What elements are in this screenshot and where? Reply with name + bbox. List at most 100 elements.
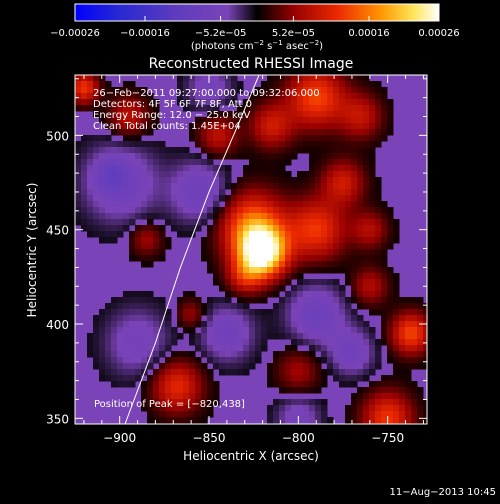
map-cell [213, 141, 220, 148]
map-cell [165, 183, 172, 190]
map-cell [339, 93, 346, 100]
map-cell [159, 249, 166, 256]
map-cell [237, 183, 244, 190]
map-cell [159, 159, 166, 166]
map-cell [177, 363, 184, 370]
map-cell [267, 255, 274, 262]
map-cell [231, 123, 238, 130]
map-cell [81, 147, 88, 154]
map-cell [237, 267, 244, 274]
map-cell [147, 333, 154, 340]
map-cell [291, 405, 298, 412]
map-cell [291, 261, 298, 268]
map-cell [153, 111, 160, 118]
map-cell [291, 129, 298, 136]
chart-title: Reconstructed RHESSI Image [149, 56, 354, 72]
map-cell [303, 123, 310, 130]
map-cell [291, 189, 298, 196]
map-cell [207, 411, 214, 418]
map-cell [135, 87, 142, 94]
map-cell [201, 333, 208, 340]
map-cell [135, 333, 142, 340]
map-cell [195, 339, 202, 346]
map-cell [267, 81, 274, 88]
map-cell [351, 141, 358, 148]
map-cell [177, 183, 184, 190]
map-cell [243, 303, 250, 310]
map-cell [279, 279, 286, 286]
map-cell [297, 261, 304, 268]
map-cell [165, 159, 172, 166]
map-cell [309, 297, 316, 304]
map-cell [267, 369, 274, 376]
map-cell [171, 147, 178, 154]
map-cell [135, 225, 142, 232]
map-cell [321, 135, 328, 142]
map-cell [375, 117, 382, 124]
map-cell [369, 207, 376, 214]
map-cell [297, 135, 304, 142]
map-cell [285, 417, 292, 424]
map-cell [375, 381, 382, 388]
map-cell [177, 201, 184, 208]
map-cell [141, 201, 148, 208]
map-cell [351, 165, 358, 172]
map-cell [387, 237, 394, 244]
map-cell [117, 303, 124, 310]
map-cell [219, 369, 226, 376]
map-cell [315, 111, 322, 118]
map-cell [375, 309, 382, 316]
map-cell [219, 363, 226, 370]
map-cell [321, 297, 328, 304]
map-cell [297, 141, 304, 148]
map-cell [261, 147, 268, 154]
map-cell [237, 249, 244, 256]
map-cell [153, 141, 160, 148]
map-cell [339, 183, 346, 190]
map-cell [375, 219, 382, 226]
map-cell [213, 387, 220, 394]
map-cell [357, 195, 364, 202]
map-cell [105, 147, 112, 154]
map-cell [117, 201, 124, 208]
map-cell [381, 237, 388, 244]
map-cell [345, 351, 352, 358]
map-cell [243, 177, 250, 184]
map-cell [99, 345, 106, 352]
map-cell [81, 87, 88, 94]
map-cell [327, 249, 334, 256]
map-cell [279, 387, 286, 394]
map-cell [123, 141, 130, 148]
map-cell [189, 189, 196, 196]
map-cell [207, 387, 214, 394]
map-cell [285, 405, 292, 412]
map-cell [399, 303, 406, 310]
map-cell [369, 249, 376, 256]
map-cell [153, 399, 160, 406]
map-cell [375, 417, 382, 424]
map-cell [201, 105, 208, 112]
map-cell [297, 105, 304, 112]
map-cell [279, 273, 286, 280]
map-cell [213, 105, 220, 112]
map-cell [363, 375, 370, 382]
map-cell [273, 195, 280, 202]
map-cell [267, 309, 274, 316]
map-cell [237, 123, 244, 130]
map-cell [171, 381, 178, 388]
map-cell [357, 291, 364, 298]
map-cell [339, 225, 346, 232]
map-cell [357, 123, 364, 130]
map-cell [171, 177, 178, 184]
map-cell [237, 243, 244, 250]
map-cell [255, 93, 262, 100]
map-cell [183, 75, 190, 82]
map-cell [327, 165, 334, 172]
map-cell [75, 171, 82, 178]
map-cell [159, 327, 166, 334]
map-cell [201, 195, 208, 202]
map-cell [303, 129, 310, 136]
map-cell [333, 201, 340, 208]
map-cell [261, 339, 268, 346]
map-cell [387, 243, 394, 250]
